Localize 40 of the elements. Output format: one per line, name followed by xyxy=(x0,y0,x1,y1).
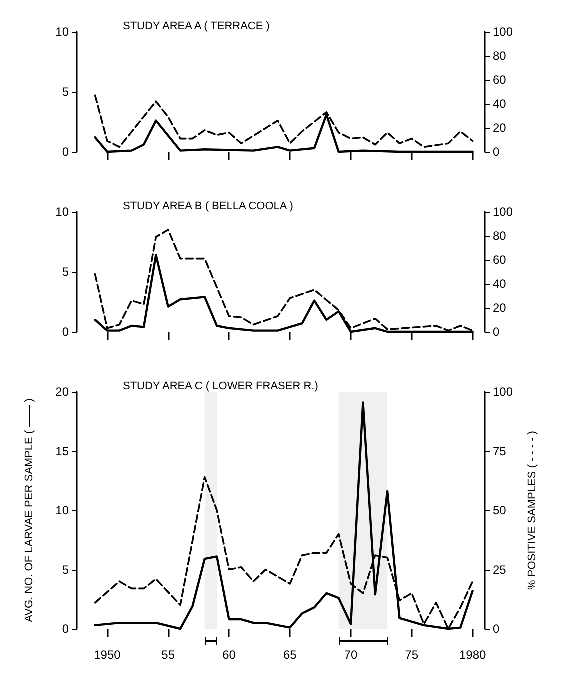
y-tick-label: 0 xyxy=(62,325,70,339)
y2-tick-label: 40 xyxy=(493,277,507,291)
x-tick-label: 55 xyxy=(162,648,176,662)
y-axis-title: AVG. NO. OF LARVAE PER SAMPLE ( —— ) xyxy=(24,398,36,622)
y2-tick-label: 40 xyxy=(493,97,507,111)
y2-tick-label: 80 xyxy=(493,49,507,63)
y-tick-label: 0 xyxy=(62,145,70,159)
y2-axis-title: % POSITIVE SAMPLES ( - - - - ) xyxy=(526,431,538,590)
y-tick-label: 10 xyxy=(56,205,70,219)
y-tick-label: 0 xyxy=(62,622,70,636)
x-tick-label: 75 xyxy=(405,648,419,662)
y2-tick-label: 60 xyxy=(493,253,507,267)
x-tick-label: 60 xyxy=(222,648,236,662)
y2-tick-label: 80 xyxy=(493,229,507,243)
y2-tick-label: 20 xyxy=(493,121,507,135)
y-tick-label: 20 xyxy=(56,385,70,399)
y2-tick-label: 100 xyxy=(493,25,514,39)
y2-tick-label: 0 xyxy=(493,622,500,636)
x-tick-label: 70 xyxy=(344,648,358,662)
y2-tick-label: 25 xyxy=(493,562,507,577)
x-tick-label: 1950 xyxy=(94,648,122,662)
y2-tick-label: 100 xyxy=(493,205,514,219)
chart-title: STUDY AREA A ( TERRACE ) xyxy=(123,20,270,32)
x-tick-label: 65 xyxy=(283,648,298,662)
chart-title: STUDY AREA B ( BELLA COOLA ) xyxy=(123,200,294,212)
chart-title: STUDY AREA C ( LOWER FRASER R.) xyxy=(123,380,318,392)
y2-tick-label: 20 xyxy=(493,301,507,315)
y2-tick-label: 75 xyxy=(493,444,507,458)
y-tick-label: 15 xyxy=(56,444,70,458)
y2-tick-label: 100 xyxy=(493,385,514,399)
y-tick-label: 5 xyxy=(62,265,70,279)
x-tick-label: 1980 xyxy=(459,648,486,662)
y2-tick-label: 0 xyxy=(493,325,500,339)
y-tick-label: 5 xyxy=(62,562,70,577)
y-tick-label: 10 xyxy=(56,504,70,518)
y-tick-label: 10 xyxy=(56,25,70,39)
y-tick-label: 5 xyxy=(62,85,70,99)
y2-tick-label: 0 xyxy=(493,145,500,159)
y2-tick-label: 60 xyxy=(493,73,507,87)
y2-tick-label: 50 xyxy=(493,504,507,518)
